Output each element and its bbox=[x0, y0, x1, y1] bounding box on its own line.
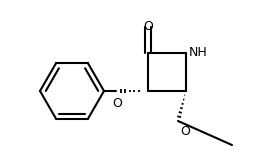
Text: O: O bbox=[112, 97, 122, 110]
Text: NH: NH bbox=[189, 47, 208, 60]
Text: O: O bbox=[143, 20, 153, 33]
Text: O: O bbox=[180, 125, 190, 138]
